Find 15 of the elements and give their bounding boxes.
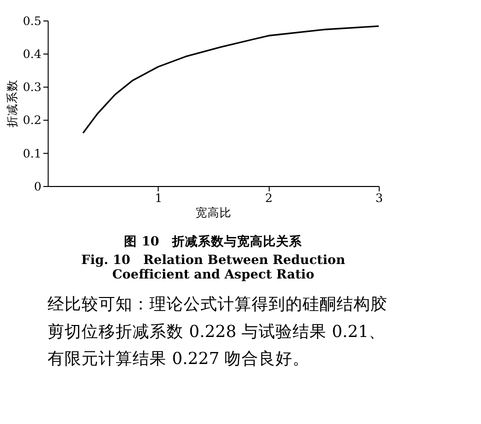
line-series xyxy=(82,25,380,134)
text: Fig. 10 Relation Between Reduction Coefficient and Aspect Ratio xyxy=(81,252,346,282)
x-tick-label: 3 xyxy=(376,191,383,206)
y-tick-label: 0.3 xyxy=(22,80,42,94)
text: 图 10 折减系数与宽高比关系 xyxy=(124,233,304,248)
y-tick-label: 0.1 xyxy=(22,146,42,160)
x-tick-label: 1 xyxy=(154,191,162,206)
x-tick-label: 2 xyxy=(265,191,273,206)
x-axis-title: 宽高比 xyxy=(196,206,232,220)
y-tick-label: 0.5 xyxy=(22,14,42,28)
y-tick-label: 0 xyxy=(34,179,42,194)
text: 经比较可知：理论公式计算得到的硅酮结构胶剪切位移折减系数 0.228 与试验结果 0.21、有限元计算结果 0.227 吻合良好。 xyxy=(48,294,388,368)
y-tick-label: 0.4 xyxy=(22,46,42,61)
y-tick-label: 0.2 xyxy=(22,113,42,128)
y-axis-title: 折减系数 xyxy=(4,80,19,128)
